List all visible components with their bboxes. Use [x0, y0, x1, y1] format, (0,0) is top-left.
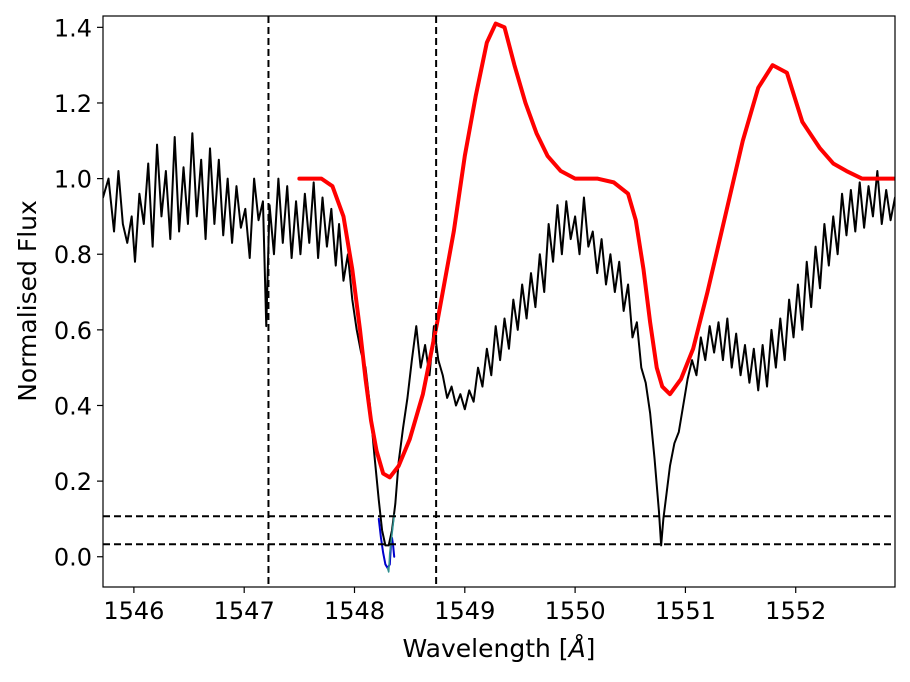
x-axis-label: Wavelength [Å]	[403, 634, 596, 663]
y-axis-label: Normalised Flux	[13, 200, 42, 402]
x-tick-label: 1548	[324, 597, 385, 625]
observed-spectrum-line	[103, 132, 895, 547]
x-tick-label: 1551	[655, 597, 716, 625]
x-tick-label: 1550	[545, 597, 606, 625]
y-tick-label: 0.6	[54, 317, 92, 345]
y-tick-label: 1.0	[54, 166, 92, 194]
absorption-core-teal-line	[386, 514, 396, 573]
y-tick-label: 1.4	[54, 14, 92, 42]
x-tick-label: 1546	[103, 597, 164, 625]
y-tick-label: 1.2	[54, 90, 92, 118]
y-tick-label: 0.4	[54, 392, 92, 420]
model-profile-line	[297, 21, 895, 480]
x-tick-label: 1547	[214, 597, 275, 625]
x-tick-label: 1549	[434, 597, 495, 625]
plot-frame	[102, 15, 896, 588]
x-tick-label: 1552	[765, 597, 826, 625]
y-tick-label: 0.0	[54, 544, 92, 572]
y-tick-label: 0.8	[54, 241, 92, 269]
plot-area	[103, 16, 895, 587]
y-tick-label: 0.2	[54, 468, 92, 496]
x-axis: 1546 1547 1548 1549 1550 1551 1552	[103, 587, 826, 625]
y-axis: 0.0 0.2 0.4 0.6 0.8 1.0 1.2 1.4	[54, 14, 103, 572]
